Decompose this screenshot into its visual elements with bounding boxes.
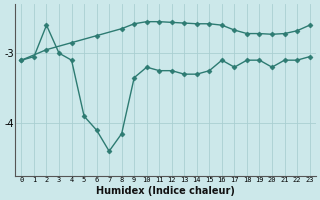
X-axis label: Humidex (Indice chaleur): Humidex (Indice chaleur) xyxy=(96,186,235,196)
